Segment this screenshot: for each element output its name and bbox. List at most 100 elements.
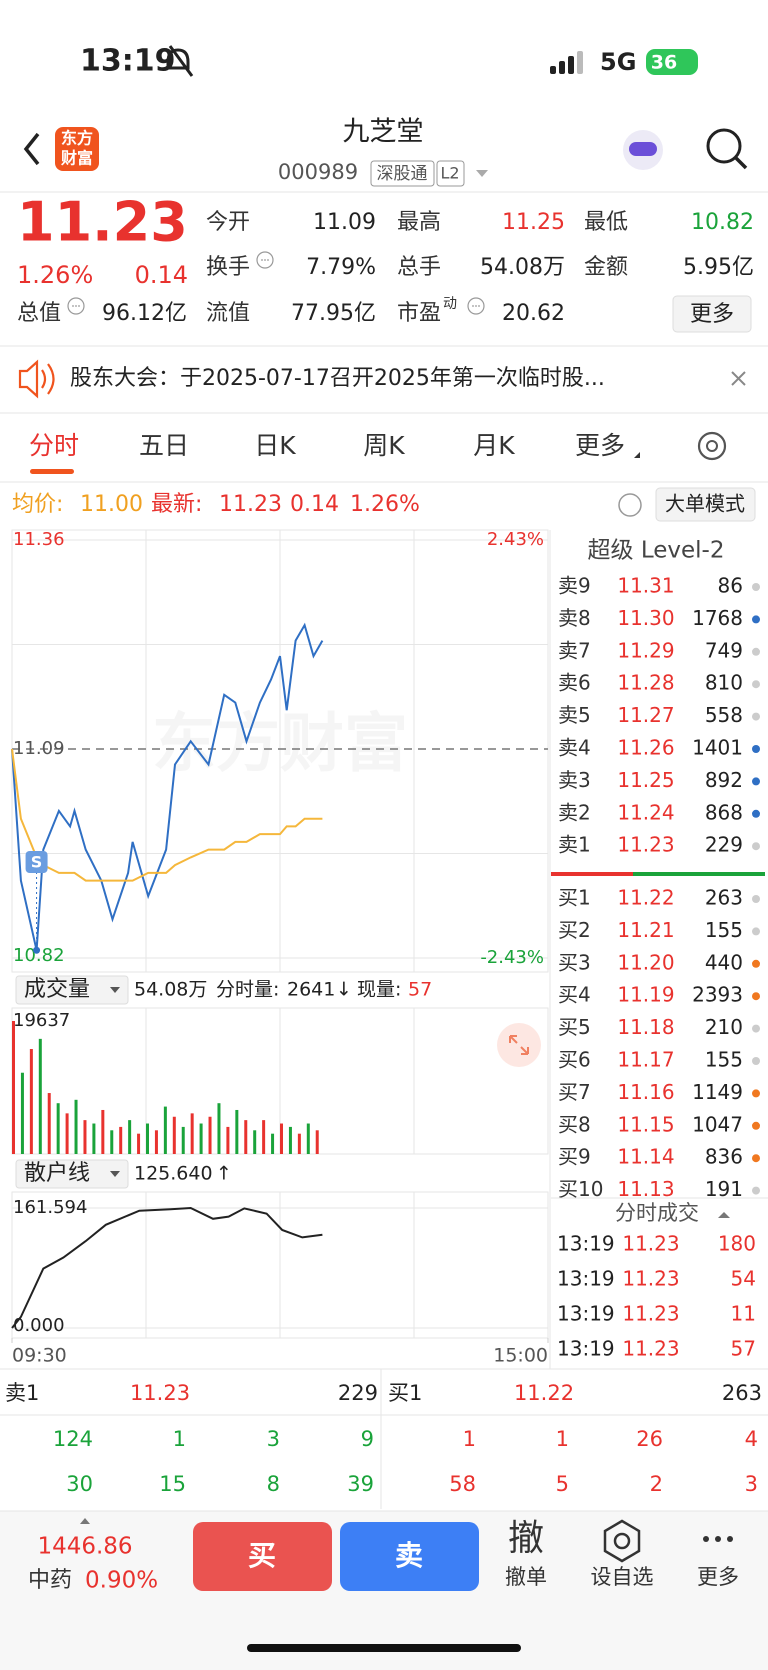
action-label[interactable]: 更多 (697, 1565, 739, 1589)
buy-button[interactable] (193, 1522, 332, 1591)
signal-bar (559, 61, 565, 74)
book-price: 11.23 (617, 833, 674, 857)
dropdown[interactable] (15, 1159, 129, 1189)
latest-value: 11.23 (219, 492, 282, 517)
tab[interactable]: 更多 (575, 431, 625, 460)
back-button[interactable] (23, 132, 40, 166)
status-time: 13:19 (80, 44, 176, 79)
tag: L2 (440, 164, 459, 183)
mode-button[interactable] (655, 487, 756, 522)
tag-box (436, 160, 465, 187)
tab[interactable]: 周K (363, 431, 405, 460)
volume-bar (262, 1120, 266, 1154)
trade-price: 11.23 (622, 1267, 679, 1291)
info-icon[interactable] (467, 297, 485, 315)
settings-core (706, 440, 718, 452)
help-icon[interactable] (618, 493, 642, 517)
watchlist-icon[interactable] (603, 1519, 641, 1563)
volume-bar (101, 1109, 105, 1154)
tag-box (370, 160, 435, 187)
tab[interactable]: 五日 (139, 431, 189, 460)
book-dot (752, 1057, 760, 1065)
buy-label[interactable]: 买 (248, 1539, 276, 1572)
signal-bar (577, 51, 583, 74)
queue-qty: 1 (463, 1427, 476, 1451)
queue-qty: 2 (650, 1472, 663, 1496)
volume-bar (110, 1130, 114, 1154)
trades-caret (718, 1212, 730, 1218)
watermark: 东方财富 (152, 708, 408, 782)
sell-button[interactable] (340, 1522, 479, 1591)
trade-price: 11.23 (622, 1232, 679, 1256)
expand-button[interactable] (497, 1023, 541, 1067)
field-value: 7.79% (306, 255, 376, 280)
book-price: 11.22 (617, 886, 674, 910)
notice-text[interactable]: 股东大会：于2025-07-17召开2025年第一次临时股... (70, 366, 605, 391)
dropdown[interactable] (15, 975, 129, 1005)
more-button[interactable] (672, 295, 752, 333)
y-tick-label: 11.09 (13, 738, 65, 759)
y-tick-label: 11.36 (13, 529, 65, 550)
volume-bar (163, 1106, 167, 1154)
signal-bar (550, 66, 556, 74)
watchlist-core (613, 1532, 631, 1550)
settings-icon[interactable] (697, 431, 727, 461)
ask-qty: 229 (338, 1381, 378, 1405)
index-value[interactable]: 1446.86 (37, 1534, 132, 1560)
book-label: 买4 (558, 983, 591, 1007)
bid-qty: 263 (722, 1381, 762, 1405)
book-qty: 263 (705, 886, 743, 910)
search-icon[interactable] (706, 128, 742, 164)
series-line (11, 622, 324, 951)
book-qty: 749 (705, 638, 743, 662)
volume-bar (65, 1113, 69, 1154)
book-price: 11.17 (617, 1048, 674, 1072)
cancel-icon[interactable]: 撤 (508, 1518, 544, 1559)
info-dot (261, 259, 263, 261)
close-icon[interactable] (731, 371, 746, 386)
volume-bar (128, 1120, 132, 1154)
book-dot (752, 927, 760, 936)
book-dot (752, 615, 760, 624)
volume-bar (280, 1123, 283, 1154)
field-value: 54.08万 (480, 255, 565, 280)
sell-label[interactable]: 卖 (395, 1539, 423, 1572)
queue-qty: 1 (173, 1427, 186, 1451)
volume-bar (20, 1072, 24, 1154)
tab[interactable]: 分时 (29, 431, 79, 460)
tab[interactable]: 月K (473, 431, 515, 460)
info-icon[interactable] (256, 251, 274, 269)
volume-total: 54.08万 (134, 979, 207, 1001)
mode-button-label[interactable]: 大单模式 (665, 492, 745, 516)
more-button-label[interactable]: 更多 (690, 302, 734, 327)
field-value: 96.12亿 (102, 301, 187, 326)
field-label: 最低 (584, 210, 628, 235)
info-icon[interactable] (67, 297, 85, 315)
tab[interactable]: 日K (254, 431, 296, 460)
volume-bar (208, 1116, 212, 1154)
action-label[interactable]: 设自选 (591, 1565, 654, 1589)
book-price: 11.14 (617, 1145, 674, 1169)
indicator-name[interactable]: 散户线 (24, 1161, 90, 1186)
divider-green (633, 872, 765, 876)
info-dot (472, 305, 474, 307)
field-label: 总手 (397, 255, 441, 280)
more-dot (703, 1536, 709, 1542)
book-dot (752, 712, 760, 721)
battery-level: 36 (651, 52, 677, 74)
x-tick-label: 09:30 (12, 1345, 67, 1367)
book-dot (752, 583, 760, 591)
trade-qty: 11 (731, 1302, 756, 1326)
book-label: 卖6 (558, 671, 591, 695)
book-price: 11.21 (617, 918, 674, 942)
book-dot (752, 680, 760, 689)
trade-qty: 57 (731, 1337, 756, 1361)
indicator-name[interactable]: 成交量 (24, 977, 90, 1002)
field-value: 11.25 (502, 210, 565, 235)
volume-bar (29, 1049, 33, 1154)
action-label[interactable]: 撤单 (505, 1565, 547, 1589)
search-handle (734, 156, 748, 170)
volume-bar (217, 1103, 221, 1154)
series-line (11, 748, 323, 882)
